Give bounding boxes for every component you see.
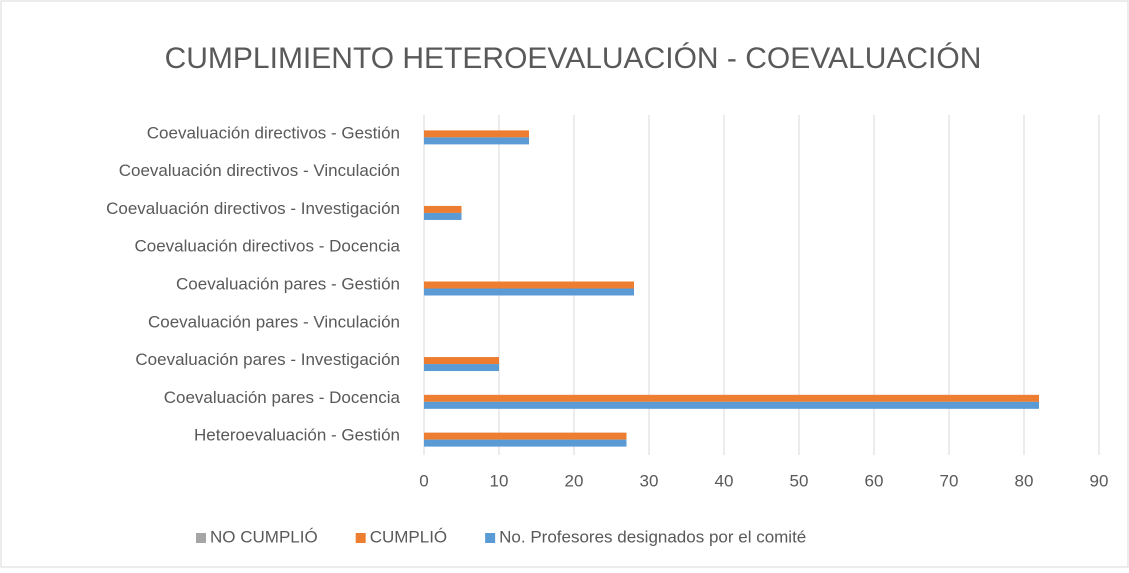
bar	[424, 401, 1039, 409]
bar	[424, 212, 462, 220]
y-tick-label: Coevaluación directivos - Docencia	[134, 237, 400, 256]
bar	[424, 137, 529, 145]
legend-swatch	[196, 533, 206, 543]
y-tick-label: Coevaluación pares - Docencia	[164, 388, 401, 407]
bar	[424, 281, 634, 289]
y-tick-label: Coevaluación directivos - Vinculación	[119, 161, 400, 180]
bar	[424, 394, 1039, 402]
x-tick-label: 70	[940, 471, 959, 490]
legend-label: CUMPLIÓ	[370, 527, 447, 546]
bar	[424, 364, 499, 372]
x-tick-label: 0	[419, 471, 428, 490]
chart-title: CUMPLIMIENTO HETEROEVALUACIÓN - COEVALUA…	[165, 42, 982, 75]
y-tick-label: Coevaluación directivos - Investigación	[106, 199, 400, 218]
bar	[424, 357, 499, 365]
legend-swatch	[355, 533, 366, 543]
bar	[424, 288, 634, 296]
x-tick-label: 50	[790, 471, 809, 490]
x-tick-label: 10	[490, 471, 509, 490]
bar	[424, 205, 462, 213]
x-tick-label: 20	[565, 471, 584, 490]
legend-label: NO CUMPLIÓ	[210, 527, 318, 546]
y-tick-label: Coevaluación pares - Vinculación	[148, 312, 400, 331]
y-tick-label: Coevaluación pares - Investigación	[135, 350, 400, 369]
x-tick-label: 90	[1090, 471, 1109, 490]
legend-swatch	[485, 533, 496, 543]
y-tick-label: Coevaluación pares - Gestión	[176, 274, 400, 293]
x-tick-label: 30	[640, 471, 659, 490]
x-tick-label: 60	[865, 471, 884, 490]
y-tick-label: Coevaluación directivos - Gestión	[147, 123, 400, 142]
y-tick-label: Heteroevaluación - Gestión	[194, 426, 400, 445]
bar	[424, 439, 627, 447]
bar	[424, 432, 627, 440]
bar	[424, 130, 529, 138]
x-tick-label: 80	[1015, 471, 1034, 490]
legend-label: No. Profesores designados por el comité	[499, 527, 806, 546]
x-tick-label: 40	[715, 471, 734, 490]
